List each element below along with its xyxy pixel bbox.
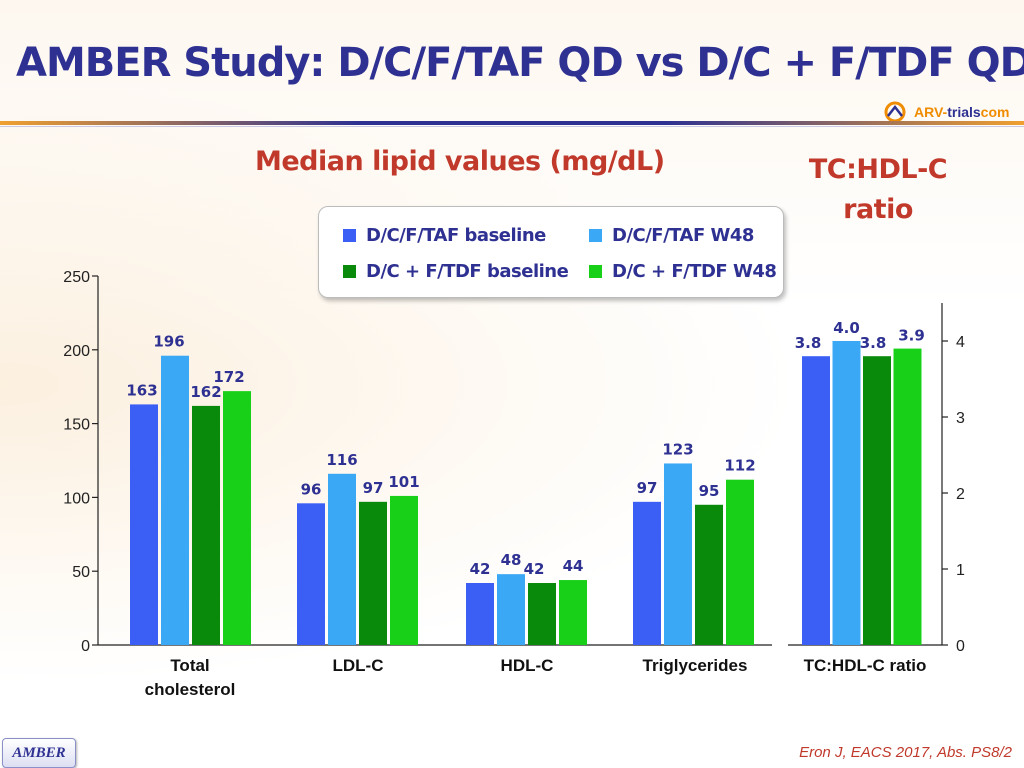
y-tick-label: 200 bbox=[63, 343, 90, 360]
legend-label: D/C/F/TAF baseline bbox=[366, 225, 546, 246]
category-label: cholesterol bbox=[145, 680, 236, 699]
y-tick-label: 250 bbox=[63, 269, 90, 286]
title-divider bbox=[0, 121, 1024, 125]
logo-text: ARV-trialscom bbox=[914, 104, 1010, 120]
bar bbox=[161, 355, 189, 645]
data-label: 172 bbox=[213, 368, 244, 386]
data-label: 48 bbox=[501, 551, 522, 569]
data-label: 44 bbox=[563, 557, 584, 575]
data-label: 162 bbox=[190, 383, 221, 401]
data-label: 96 bbox=[301, 480, 322, 498]
category-label: Total bbox=[170, 656, 209, 675]
ratio-y-tick-label: 3 bbox=[956, 410, 965, 427]
bar bbox=[695, 504, 723, 645]
legend-swatch bbox=[589, 229, 602, 242]
data-label: 97 bbox=[637, 479, 658, 497]
legend-item-dcftdf-baseline: D/C + F/TDF baseline bbox=[343, 261, 569, 282]
ratio-data-label: 4.0 bbox=[833, 319, 860, 337]
ratio-bar bbox=[863, 356, 891, 645]
data-label: 42 bbox=[470, 560, 491, 578]
bar bbox=[466, 583, 494, 645]
data-label: 95 bbox=[699, 482, 720, 500]
bar bbox=[192, 405, 220, 645]
bar bbox=[130, 404, 158, 645]
data-label: 101 bbox=[388, 473, 419, 491]
slide-title: AMBER Study: D/C/F/TAF QD vs D/C + F/TDF… bbox=[16, 40, 1024, 86]
legend-item-dcftdf-w48: D/C + F/TDF W48 bbox=[589, 261, 777, 282]
amber-badge: AMBER bbox=[2, 738, 76, 768]
y-tick-label: 150 bbox=[63, 417, 90, 434]
bar bbox=[223, 391, 251, 645]
bar bbox=[359, 501, 387, 645]
bar bbox=[497, 574, 525, 645]
ratio-data-label: 3.9 bbox=[898, 327, 925, 345]
y-tick-label: 0 bbox=[81, 638, 90, 655]
lipid-chart: 0501001502002501639642971961164812316297… bbox=[63, 269, 965, 699]
ratio-category-label: TC:HDL-C ratio bbox=[804, 656, 927, 675]
category-label: LDL-C bbox=[333, 656, 384, 675]
data-label: 123 bbox=[662, 440, 693, 458]
bar bbox=[328, 473, 356, 645]
ratio-bar bbox=[893, 348, 922, 645]
legend-item-dcftaf-baseline: D/C/F/TAF baseline bbox=[343, 225, 546, 246]
legend-label: D/C + F/TDF baseline bbox=[366, 261, 569, 282]
legend-swatch bbox=[343, 265, 356, 278]
data-label: 163 bbox=[126, 381, 157, 399]
ratio-bar bbox=[802, 356, 830, 645]
bar bbox=[664, 463, 692, 645]
legend-swatch bbox=[343, 229, 356, 242]
category-label: Triglycerides bbox=[643, 656, 748, 675]
ratio-chart-title: TC:HDL-C ratio bbox=[808, 154, 948, 225]
bar bbox=[633, 501, 661, 645]
category-label: HDL-C bbox=[501, 656, 554, 675]
ratio-data-label: 3.8 bbox=[795, 334, 822, 352]
y-tick-label: 100 bbox=[63, 490, 90, 507]
bar bbox=[528, 583, 556, 645]
citation: Eron J, EACS 2017, Abs. PS8/2 bbox=[799, 744, 1012, 761]
ratio-y-tick-label: 2 bbox=[956, 486, 965, 503]
ratio-bar bbox=[832, 341, 861, 645]
legend-label: D/C + F/TDF W48 bbox=[612, 261, 777, 282]
arv-trials-logo: ARV-trialscom bbox=[884, 98, 1014, 126]
data-label: 112 bbox=[724, 457, 755, 475]
chart-legend: D/C/F/TAF baseline D/C/F/TAF W48 D/C + F… bbox=[318, 206, 784, 298]
data-label: 42 bbox=[524, 560, 545, 578]
ratio-y-tick-label: 0 bbox=[956, 638, 965, 655]
bar bbox=[559, 580, 587, 645]
ratio-data-label: 3.8 bbox=[860, 334, 887, 352]
title-divider-thin bbox=[0, 126, 1024, 127]
data-label: 97 bbox=[363, 479, 384, 497]
data-label: 196 bbox=[153, 333, 184, 351]
legend-item-dcftaf-w48: D/C/F/TAF W48 bbox=[589, 225, 754, 246]
chart-title: Median lipid values (mg/dL) bbox=[255, 146, 665, 177]
ratio-y-tick-label: 4 bbox=[956, 334, 965, 351]
ratio-y-tick-label: 1 bbox=[956, 562, 965, 579]
legend-label: D/C/F/TAF W48 bbox=[612, 225, 754, 246]
bar bbox=[390, 495, 418, 645]
y-tick-label: 50 bbox=[72, 564, 90, 581]
legend-swatch bbox=[589, 265, 602, 278]
bar bbox=[726, 479, 754, 645]
bar bbox=[297, 503, 325, 645]
data-label: 116 bbox=[326, 451, 357, 469]
